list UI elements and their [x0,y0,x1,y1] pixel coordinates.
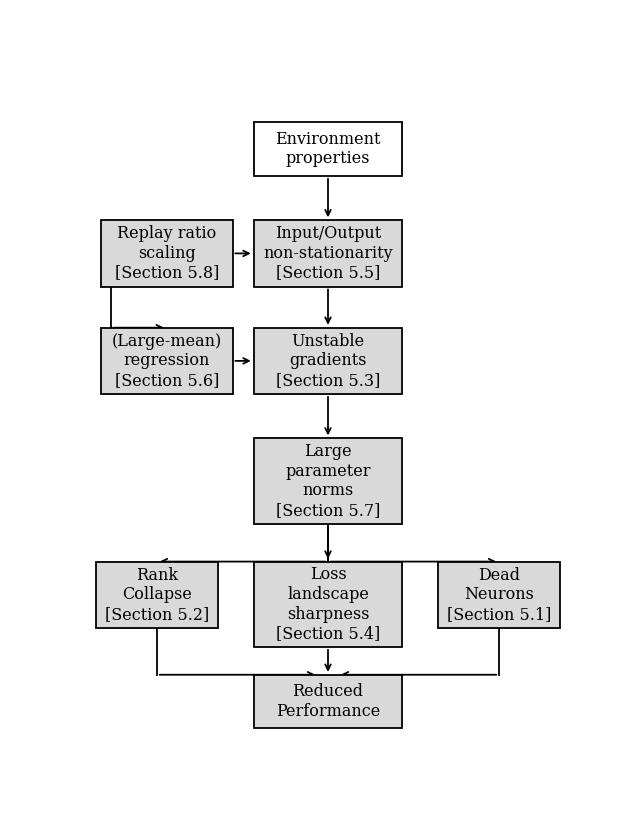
FancyBboxPatch shape [253,675,403,728]
Text: (Large-mean)
regression
[Section 5.6]: (Large-mean) regression [Section 5.6] [111,333,222,389]
FancyBboxPatch shape [253,328,403,394]
FancyBboxPatch shape [253,220,403,287]
Text: Loss
landscape
sharpness
[Section 5.4]: Loss landscape sharpness [Section 5.4] [276,566,380,642]
Text: Rank
Collapse
[Section 5.2]: Rank Collapse [Section 5.2] [105,566,209,623]
FancyBboxPatch shape [438,562,560,628]
Text: Replay ratio
scaling
[Section 5.8]: Replay ratio scaling [Section 5.8] [115,225,219,282]
FancyBboxPatch shape [101,220,232,287]
Text: Reduced
Performance: Reduced Performance [276,683,380,720]
FancyBboxPatch shape [253,438,403,524]
Text: Input/Output
non-stationarity
[Section 5.5]: Input/Output non-stationarity [Section 5… [263,225,393,282]
Text: Dead
Neurons
[Section 5.1]: Dead Neurons [Section 5.1] [447,566,551,623]
Text: Large
parameter
norms
[Section 5.7]: Large parameter norms [Section 5.7] [276,443,380,519]
FancyBboxPatch shape [96,562,218,628]
FancyBboxPatch shape [253,562,403,647]
FancyBboxPatch shape [253,122,403,176]
Text: Unstable
gradients
[Section 5.3]: Unstable gradients [Section 5.3] [276,333,380,389]
Text: Environment
properties: Environment properties [275,131,381,167]
FancyBboxPatch shape [101,328,232,394]
